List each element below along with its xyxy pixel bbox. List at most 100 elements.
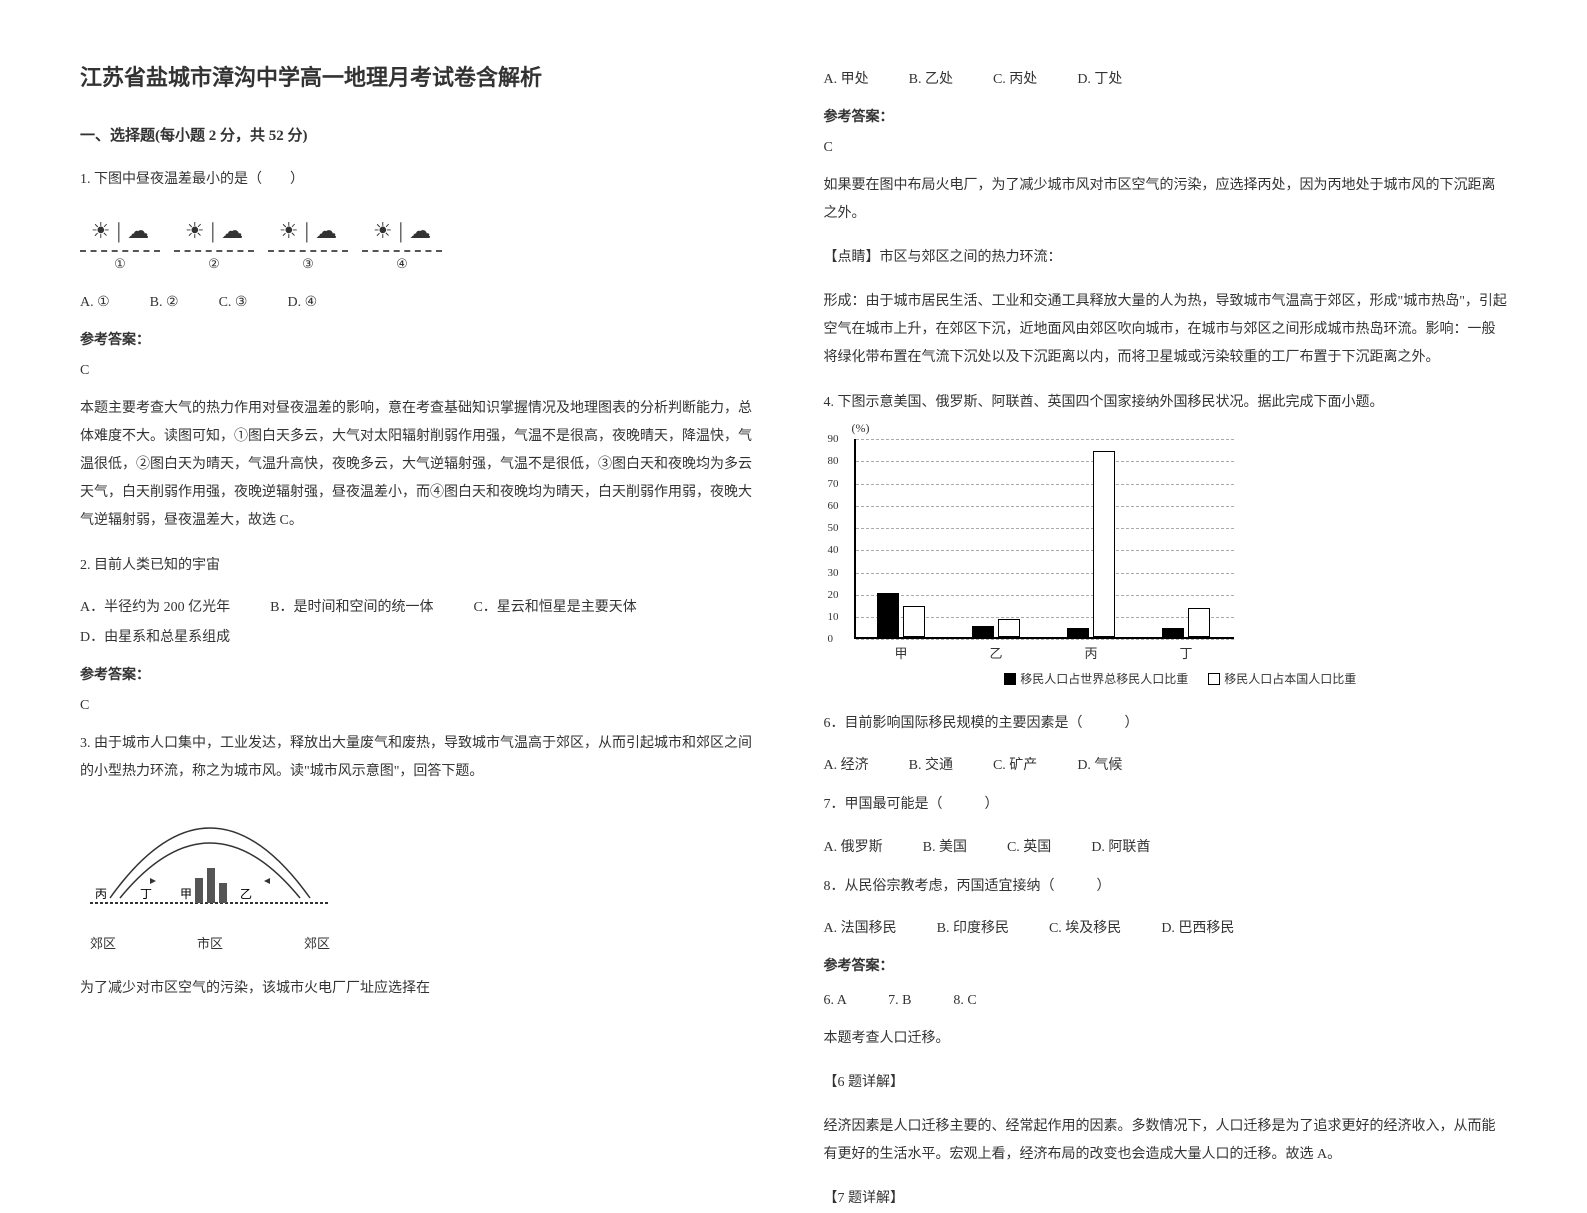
x-tick-label: 丁: [1139, 643, 1234, 662]
y-tick-label: 40: [828, 544, 839, 556]
q1-options: A. ① B. ② C. ③ D. ④: [80, 294, 764, 311]
x-tick-label: 乙: [949, 643, 1044, 662]
y-tick-label: 60: [828, 500, 839, 512]
option: B. 交通: [909, 754, 953, 774]
weather-label: ①: [114, 256, 126, 272]
q4-d7-label: 【7 题详解】: [824, 1185, 1508, 1213]
legend-label: 移民人口占世界总移民人口比重: [1020, 670, 1188, 687]
x-tick-label: 甲: [854, 643, 949, 662]
bar: [1162, 628, 1184, 637]
svg-text:丁: 丁: [140, 887, 152, 901]
x-labels: 甲乙丙丁: [854, 639, 1234, 662]
y-tick-label: 20: [828, 589, 839, 601]
cloud-icon: ☁: [127, 218, 149, 244]
y-tick-label: 50: [828, 522, 839, 534]
weather-label: ②: [208, 256, 220, 272]
option: A．半径约为 200 亿光年: [80, 596, 230, 616]
svg-text:甲: 甲: [180, 887, 192, 901]
option: D. 丁处: [1077, 68, 1122, 88]
answer-label: 参考答案：: [80, 664, 764, 684]
q2-text: 2. 目前人类已知的宇宙: [80, 553, 764, 578]
q3-text: 3. 由于城市人口集中，工业发达，释放出大量废气和废热，导致城市气温高于郊区，从…: [80, 730, 764, 786]
weather-cell: ☀|☁ ②: [174, 216, 254, 272]
q4-d6-text: 经济因素是人口迁移主要的、经常起作用的因素。多数情况下，人口迁移是为了追求更好的…: [824, 1113, 1508, 1169]
bar-chart: (%) 0102030405060708090: [854, 439, 1234, 639]
option: A. 俄罗斯: [824, 836, 883, 856]
city-label: 市区: [197, 933, 223, 952]
q4-sub6: 6．目前影响国际移民规模的主要因素是（ ）: [824, 711, 1508, 736]
answer-label: 参考答案：: [80, 329, 764, 349]
q1-weather-diagram: ☀|☁ ① ☀|☁ ② ☀|☁ ③ ☀|☁ ④: [80, 216, 764, 272]
answer-label: 参考答案：: [824, 106, 1508, 126]
q2-options: A．半径约为 200 亿光年 B．是时间和空间的统一体 C．星云和恒星是主要天体…: [80, 596, 764, 646]
option: A. 法国移民: [824, 917, 897, 937]
option: C．星云和恒星是主要天体: [473, 596, 636, 616]
q3-answer: C: [824, 140, 1508, 156]
option: C. 矿产: [993, 754, 1037, 774]
option: C. 丙处: [993, 68, 1037, 88]
bar: [972, 626, 994, 637]
option: C. 英国: [1007, 836, 1051, 856]
cloud-icon: ☁: [221, 218, 243, 244]
city-label: 郊区: [304, 933, 330, 952]
legend-label: 移民人口占本国人口比重: [1224, 670, 1356, 687]
q2-answer: C: [80, 698, 764, 714]
legend-item: 移民人口占本国人口比重: [1208, 670, 1356, 687]
sun-icon: ☀: [279, 218, 299, 244]
y-tick-label: 10: [828, 611, 839, 623]
weather-cell: ☀|☁ ①: [80, 216, 160, 272]
y-tick-label: 80: [828, 455, 839, 467]
left-column: 江苏省盐城市漳沟中学高一地理月考试卷含解析 一、选择题(每小题 2 分，共 52…: [80, 60, 764, 1062]
option: D. 气候: [1077, 754, 1122, 774]
svg-text:丙: 丙: [95, 887, 107, 901]
q3-sub: 为了减少对市区空气的污染，该城市火电厂厂址应选择在: [80, 976, 764, 1001]
q1-explanation: 本题主要考查大气的热力作用对昼夜温差的影响，意在考查基础知识掌握情况及地理图表的…: [80, 395, 764, 535]
city-label: 郊区: [90, 933, 116, 952]
y-tick-label: 30: [828, 567, 839, 579]
option: B. 印度移民: [937, 917, 1009, 937]
option: B. 美国: [923, 836, 967, 856]
q3-point-label: 【点睛】市区与郊区之间的热力环流：: [824, 244, 1508, 272]
city-labels: 郊区 市区 郊区: [80, 933, 340, 952]
sun-icon: ☀: [373, 218, 393, 244]
option: D. ④: [287, 294, 317, 311]
option: C. 埃及移民: [1049, 917, 1121, 937]
x-tick-label: 丙: [1044, 643, 1139, 662]
option: A. 经济: [824, 754, 869, 774]
exam-title: 江苏省盐城市漳沟中学高一地理月考试卷含解析: [80, 60, 764, 92]
weather-cell: ☀|☁ ④: [362, 216, 442, 272]
q4-topic: 本题考查人口迁移。: [824, 1025, 1508, 1053]
y-tick-label: 90: [828, 433, 839, 445]
svg-text:乙: 乙: [240, 887, 252, 901]
city-wind-diagram: 丙 丁 甲 乙 郊区 市区 郊区: [80, 808, 340, 952]
option: B．是时间和空间的统一体: [270, 596, 433, 616]
legend-swatch-hollow: [1208, 673, 1220, 685]
cloud-icon: ☁: [315, 218, 337, 244]
option: D. 阿联酋: [1091, 836, 1150, 856]
q3-point-text: 形成：由于城市居民生活、工业和交通工具释放大量的人为热，导致城市气温高于郊区，形…: [824, 288, 1508, 372]
q1-text: 1. 下图中昼夜温差最小的是（ ）: [80, 167, 764, 192]
q1-answer: C: [80, 363, 764, 379]
legend-item: 移民人口占世界总移民人口比重: [1004, 670, 1188, 687]
q4-text: 4. 下图示意美国、俄罗斯、阿联酋、英国四个国家接纳外国移民状况。据此完成下面小…: [824, 390, 1508, 415]
weather-cell: ☀|☁ ③: [268, 216, 348, 272]
sun-icon: ☀: [185, 218, 205, 244]
y-tick-label: 0: [828, 633, 834, 645]
option: D. 巴西移民: [1161, 917, 1234, 937]
sun-icon: ☀: [91, 218, 111, 244]
q4-answers: 6. A 7. B 8. C: [824, 989, 1508, 1009]
q4-opts8: A. 法国移民 B. 印度移民 C. 埃及移民 D. 巴西移民: [824, 917, 1508, 937]
weather-label: ④: [396, 256, 408, 272]
percent-label: (%): [852, 421, 870, 436]
q4-sub7: 7．甲国最可能是（ ）: [824, 792, 1508, 817]
option: B. ②: [150, 294, 179, 311]
chart-legend: 移民人口占世界总移民人口比重 移民人口占本国人口比重: [854, 670, 1508, 687]
option: B. 乙处: [909, 68, 953, 88]
y-tick-label: 70: [828, 478, 839, 490]
q3-options: A. 甲处 B. 乙处 C. 丙处 D. 丁处: [824, 68, 1508, 88]
bar: [1093, 451, 1115, 638]
right-column: A. 甲处 B. 乙处 C. 丙处 D. 丁处 参考答案： C 如果要在图中布局…: [824, 60, 1508, 1062]
q4-sub8: 8．从民俗宗教考虑，丙国适宜接纳（ ）: [824, 874, 1508, 899]
option: C. ③: [219, 294, 248, 311]
cloud-icon: ☁: [409, 218, 431, 244]
